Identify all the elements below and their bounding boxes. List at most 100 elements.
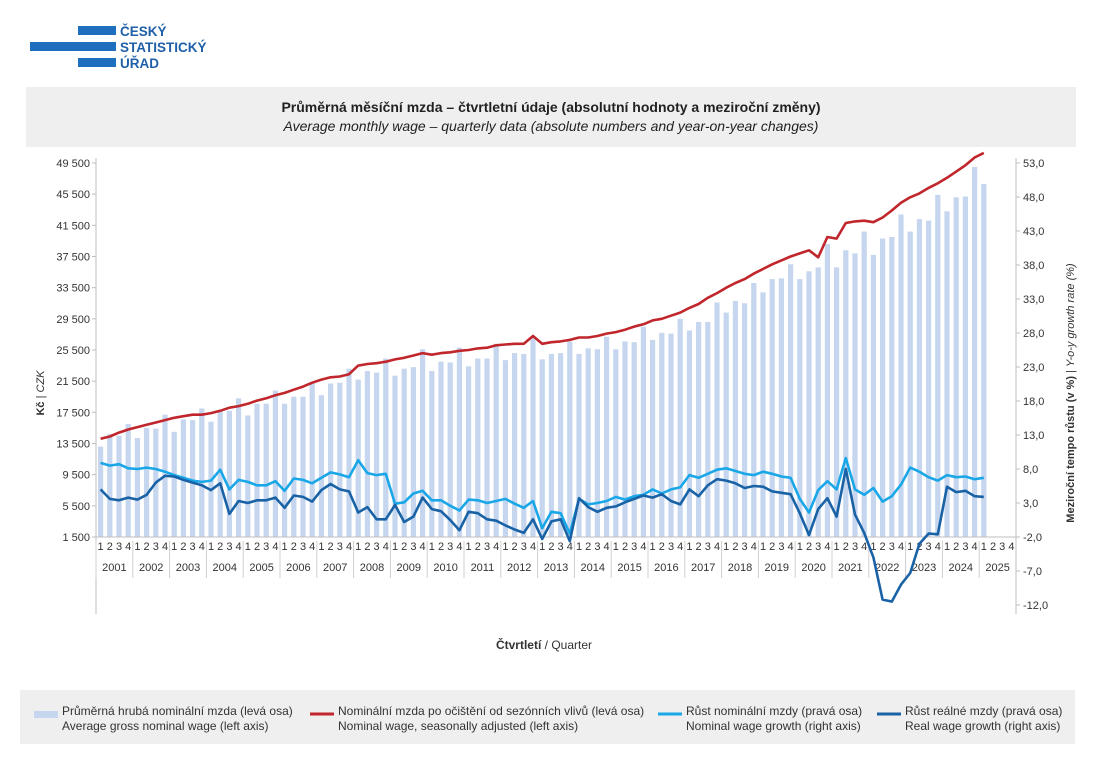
nominal-growth-line — [100, 456, 984, 535]
left-tick-label: 29 500 — [56, 314, 90, 326]
legend: Průměrná hrubá nominální mzda (levá osa)… — [20, 690, 1075, 744]
quarter-tick-label: 3 — [962, 541, 968, 553]
quarter-tick-label: 1 — [392, 541, 398, 553]
right-tick-label: -12,0 — [1023, 600, 1048, 612]
wage-bar — [640, 326, 646, 537]
left-tick-label: 5 500 — [62, 501, 90, 513]
logo-stripe — [78, 26, 116, 35]
year-tick-label: 2019 — [765, 562, 789, 574]
year-tick-label: 2024 — [949, 562, 973, 574]
year-tick-label: 2005 — [249, 562, 273, 574]
quarter-tick-label: 4 — [935, 541, 941, 553]
year-tick-label: 2007 — [323, 562, 347, 574]
quarter-tick-label: 1 — [686, 541, 692, 553]
wage-bar — [512, 353, 518, 537]
wage-bar — [760, 292, 766, 537]
right-tick-label: 8,0 — [1023, 464, 1038, 476]
wage-bar — [650, 339, 656, 537]
wage-bar — [870, 254, 876, 538]
wage-bar — [797, 279, 803, 537]
wage-bar — [484, 358, 490, 537]
wage-bar — [815, 267, 821, 537]
quarter-tick-label: 2 — [328, 541, 334, 553]
quarter-tick-label: 4 — [346, 541, 352, 553]
quarter-tick-label: 1 — [613, 541, 619, 553]
wage-bar — [898, 214, 904, 538]
wage-bar — [981, 184, 987, 537]
quarter-tick-label: 4 — [604, 541, 610, 553]
wage-bar — [420, 349, 426, 537]
wage-bar — [677, 318, 683, 537]
quarter-tick-label: 2 — [769, 541, 775, 553]
right-tick-label: 18,0 — [1023, 396, 1044, 408]
quarter-tick-label: 4 — [824, 541, 830, 553]
quarter-tick-label: 2 — [622, 541, 628, 553]
wage-bar — [217, 411, 223, 537]
right-tick-label: 13,0 — [1023, 430, 1044, 442]
lines-layer — [99, 151, 985, 603]
year-tick-label: 2011 — [471, 562, 495, 574]
quarter-tick-label: 4 — [272, 541, 278, 553]
year-tick-label: 2020 — [801, 562, 825, 574]
quarter-tick-label: 1 — [355, 541, 361, 553]
quarter-tick-label: 2 — [732, 541, 738, 553]
wage-bar — [245, 415, 251, 537]
wage-bar — [190, 420, 196, 537]
year-tick-label: 2014 — [581, 562, 605, 574]
quarter-tick-label: 3 — [999, 541, 1005, 553]
quarter-tick-label: 2 — [880, 541, 886, 553]
wage-bar — [585, 348, 591, 537]
wage-bar — [824, 244, 830, 538]
wage-bar — [907, 231, 913, 538]
logo-text: ČESKÝ STATISTICKÝ ÚŘAD — [120, 24, 207, 71]
year-tick-label: 2023 — [912, 562, 936, 574]
wage-bar — [558, 353, 564, 537]
quarter-tick-label: 4 — [125, 541, 131, 553]
quarter-tick-label: 2 — [953, 541, 959, 553]
wage-bar — [705, 321, 711, 537]
wage-bar — [539, 359, 545, 537]
wage-bar — [447, 362, 453, 537]
quarter-tick-label: 3 — [410, 541, 416, 553]
wage-bar — [98, 446, 104, 537]
quarter-tick-label: 4 — [677, 541, 683, 553]
quarter-tick-label: 1 — [282, 541, 288, 553]
year-tick-label: 2004 — [213, 562, 237, 574]
quarter-tick-label: 3 — [705, 541, 711, 553]
wage-bar — [346, 368, 352, 537]
logo-stripe — [30, 42, 116, 51]
year-tick-label: 2013 — [544, 562, 568, 574]
quarter-tick-label: 3 — [226, 541, 232, 553]
left-tick-label: 45 500 — [56, 189, 90, 201]
legend-line-swatch — [310, 712, 334, 716]
quarter-tick-label: 1 — [98, 541, 104, 553]
csu-logo: ČESKÝ STATISTICKÝ ÚŘAD — [30, 22, 230, 74]
right-tick-label: 53,0 — [1023, 158, 1044, 170]
quarter-tick-label: 2 — [475, 541, 481, 553]
wage-bar — [502, 360, 508, 537]
x-axis-title: Čtvrtletí / Quarter — [496, 637, 592, 652]
quarter-tick-label: 4 — [640, 541, 646, 553]
right-tick-label: 3,0 — [1023, 498, 1038, 510]
quarter-tick-label: 2 — [291, 541, 297, 553]
year-tick-label: 2009 — [397, 562, 421, 574]
wage-bar — [337, 382, 343, 537]
quarter-tick-label: 4 — [530, 541, 536, 553]
quarter-tick-label: 4 — [567, 541, 573, 553]
quarter-tick-label: 2 — [364, 541, 370, 553]
quarter-tick-label: 2 — [806, 541, 812, 553]
wage-bar — [806, 271, 812, 537]
wage-bar — [926, 220, 932, 538]
quarter-tick-label: 4 — [309, 541, 315, 553]
quarter-tick-label: 3 — [300, 541, 306, 553]
wage-bar — [861, 231, 867, 538]
quarter-tick-label: 2 — [217, 541, 223, 553]
quarter-tick-label: 3 — [594, 541, 600, 553]
quarter-tick-label: 1 — [944, 541, 950, 553]
logo-stripe — [78, 58, 116, 67]
wage-bar — [576, 353, 582, 537]
wage-bar — [134, 438, 140, 537]
axes-layer — [95, 158, 1017, 614]
quarter-tick-label: 2 — [548, 541, 554, 553]
quarter-tick-label: 1 — [576, 541, 582, 553]
